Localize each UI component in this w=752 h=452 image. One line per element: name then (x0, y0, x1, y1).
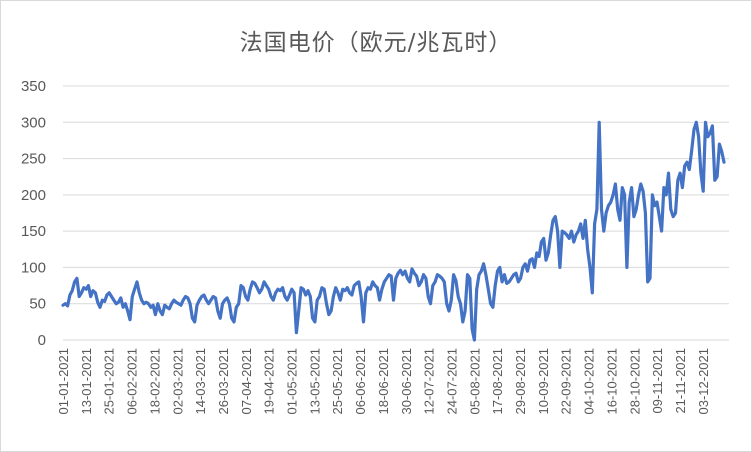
x-tick-label: 01-05-2021 (285, 348, 300, 415)
x-tick-label: 19-04-2021 (262, 348, 277, 415)
x-tick-label: 02-03-2021 (170, 348, 185, 415)
y-tick-label: 200 (21, 187, 46, 204)
y-tick-label: 350 (21, 78, 46, 95)
x-tick-label: 24-07-2021 (444, 348, 459, 415)
chart-title: 法国电价（欧元/兆瓦时） (239, 30, 513, 56)
x-tick-label: 18-06-2021 (376, 348, 391, 415)
series-group (61, 120, 726, 342)
x-tick-label: 06-02-2021 (125, 348, 140, 415)
x-tick-label: 28-10-2021 (627, 348, 642, 415)
x-tick-label: 16-10-2021 (604, 348, 619, 415)
x-tick-label: 04-10-2021 (582, 348, 597, 415)
x-tick-label: 25-01-2021 (102, 348, 117, 415)
x-tick-label: 29-08-2021 (513, 348, 528, 415)
x-tick-label: 05-08-2021 (467, 348, 482, 415)
x-tick-label: 17-08-2021 (490, 348, 505, 415)
series-line-0 (61, 120, 726, 342)
x-tick-label: 13-05-2021 (307, 348, 322, 415)
x-tick-label: 14-03-2021 (193, 348, 208, 415)
x-tick-label: 06-06-2021 (353, 348, 368, 415)
grid-lines (63, 85, 729, 341)
x-tick-label: 13-01-2021 (79, 348, 94, 415)
x-tick-label: 26-03-2021 (216, 348, 231, 415)
y-tick-label: 150 (21, 223, 46, 240)
x-tick-label: 25-05-2021 (330, 348, 345, 415)
x-tick-label: 21-11-2021 (673, 348, 688, 414)
x-axis-ticks: 01-01-2021 13-01-2021 25-01-2021 06-02-2021… (56, 348, 711, 415)
y-tick-label: 0 (38, 332, 46, 349)
x-tick-label: 09-11-2021 (650, 348, 665, 414)
y-tick-label: 250 (21, 151, 46, 168)
y-tick-label: 300 (21, 114, 46, 131)
y-tick-label: 50 (29, 296, 46, 313)
x-tick-label: 12-07-2021 (422, 348, 437, 415)
x-tick-label: 10-09-2021 (536, 348, 551, 415)
x-tick-label: 18-02-2021 (147, 348, 162, 415)
x-tick-label: 01-01-2021 (56, 348, 71, 415)
x-tick-label: 07-04-2021 (239, 348, 254, 415)
x-tick-label: 03-12-2021 (696, 348, 711, 415)
y-axis-ticks: 0 50 100 150 200 250 300 350 (21, 78, 46, 349)
x-tick-label: 30-06-2021 (399, 348, 414, 415)
y-tick-label: 100 (21, 259, 46, 276)
x-tick-label: 22-09-2021 (559, 348, 574, 415)
